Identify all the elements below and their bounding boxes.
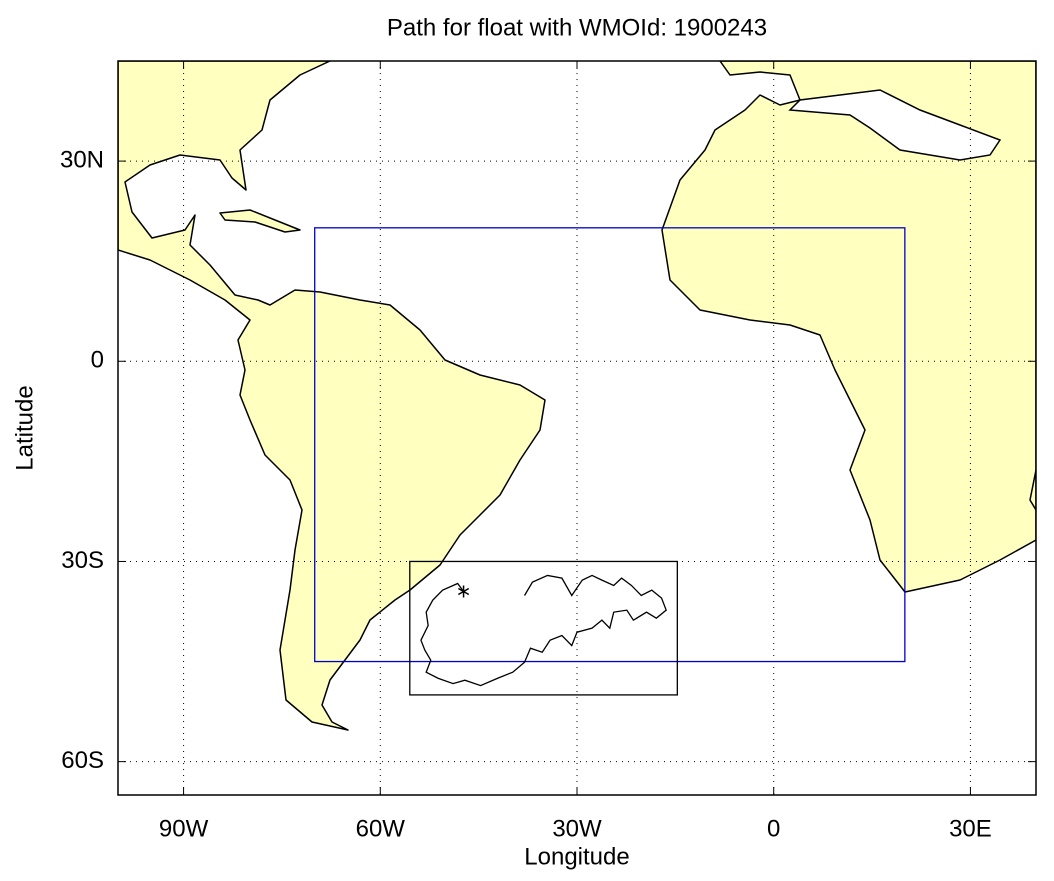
x-tick-label: 90W	[159, 815, 209, 842]
land	[118, 61, 1036, 731]
americas	[118, 61, 546, 731]
y-tick-label: 30S	[61, 547, 104, 574]
madagascar	[1029, 469, 1036, 511]
y-tick-label: 30N	[60, 146, 104, 173]
float-path	[420, 574, 667, 687]
x-axis-label: Longitude	[524, 843, 629, 870]
x-tick-label: 30W	[552, 815, 602, 842]
y-axis-label: Latitude	[11, 385, 38, 470]
y-tick-label: 0	[91, 347, 104, 374]
start-marker	[457, 585, 470, 598]
africa-europe	[661, 61, 1036, 593]
chart-title: Path for float with WMOId: 1900243	[387, 14, 767, 41]
mediterranean	[788, 89, 1002, 161]
region-box	[314, 227, 906, 663]
cuba	[219, 209, 301, 233]
x-tick-label: 60W	[356, 815, 406, 842]
x-tick-label: 0	[767, 815, 780, 842]
x-tick-label: 30E	[949, 815, 992, 842]
region-box	[409, 560, 678, 696]
y-tick-label: 60S	[61, 747, 104, 774]
